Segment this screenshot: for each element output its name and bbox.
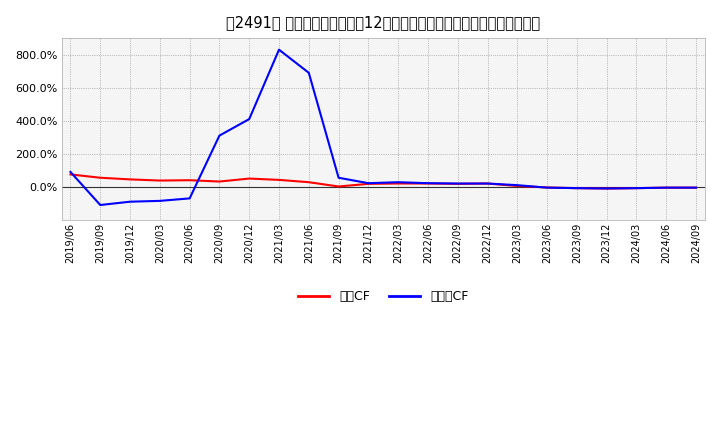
フリーCF xyxy=(66,169,75,175)
営業CF xyxy=(96,175,104,180)
営業CF xyxy=(513,183,522,189)
営業CF xyxy=(305,180,313,185)
フリーCF xyxy=(662,185,670,190)
フリーCF xyxy=(126,199,135,204)
営業CF xyxy=(632,186,641,191)
営業CF xyxy=(483,181,492,186)
フリーCF xyxy=(632,186,641,191)
営業CF xyxy=(692,185,701,190)
フリーCF xyxy=(692,185,701,190)
営業CF xyxy=(156,178,164,183)
営業CF xyxy=(275,177,284,183)
フリーCF xyxy=(245,117,253,122)
営業CF xyxy=(543,185,552,190)
営業CF xyxy=(245,176,253,181)
営業CF xyxy=(394,181,402,186)
フリーCF xyxy=(364,180,373,186)
営業CF xyxy=(423,181,432,186)
営業CF xyxy=(334,184,343,189)
営業CF xyxy=(454,181,462,187)
営業CF xyxy=(603,186,611,191)
営業CF xyxy=(66,172,75,177)
Line: 営業CF: 営業CF xyxy=(71,174,696,188)
フリーCF xyxy=(394,180,402,185)
フリーCF xyxy=(215,133,224,138)
フリーCF xyxy=(96,202,104,208)
営業CF xyxy=(215,179,224,184)
フリーCF xyxy=(423,180,432,186)
Line: フリーCF: フリーCF xyxy=(71,50,696,205)
営業CF xyxy=(126,177,135,182)
フリーCF xyxy=(483,181,492,186)
営業CF xyxy=(185,178,194,183)
Legend: 営業CF, フリーCF: 営業CF, フリーCF xyxy=(293,285,474,308)
フリーCF xyxy=(156,198,164,204)
フリーCF xyxy=(334,175,343,180)
フリーCF xyxy=(185,196,194,201)
営業CF xyxy=(662,185,670,190)
フリーCF xyxy=(543,185,552,190)
フリーCF xyxy=(572,186,581,191)
営業CF xyxy=(572,186,581,191)
フリーCF xyxy=(454,181,462,186)
Title: ［2491］ キャッシュフローの12か月移動合計の対前年同期増減率の推移: ［2491］ キャッシュフローの12か月移動合計の対前年同期増減率の推移 xyxy=(226,15,540,30)
フリーCF xyxy=(603,186,611,191)
フリーCF xyxy=(305,70,313,75)
営業CF xyxy=(364,181,373,187)
フリーCF xyxy=(275,47,284,52)
フリーCF xyxy=(513,183,522,188)
